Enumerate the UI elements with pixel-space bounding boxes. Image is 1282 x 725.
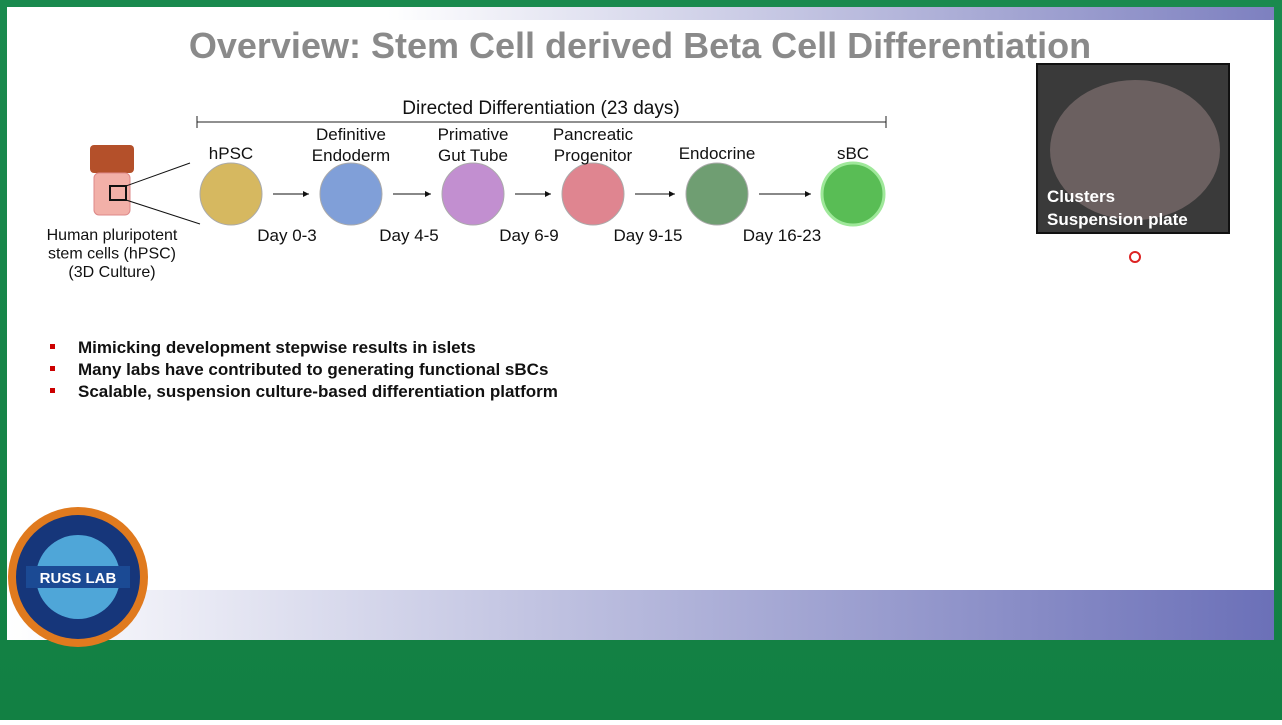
stage-cell <box>561 162 625 226</box>
stage-cell <box>199 162 263 226</box>
bottom-band <box>7 590 1274 640</box>
day-label: Day 16-23 <box>743 226 821 245</box>
stage-label: Endoderm <box>312 146 390 165</box>
flask-icon <box>90 145 201 225</box>
top-band <box>7 7 1274 20</box>
photo-plate <box>1050 80 1220 220</box>
bullet-text: Scalable, suspension culture-based diffe… <box>78 382 558 401</box>
stage-label: Pancreatic <box>553 125 634 144</box>
stage-label: Progenitor <box>554 146 633 165</box>
timeline-label: Directed Differentiation (23 days) <box>402 98 679 119</box>
stage-cell <box>441 162 505 226</box>
bullet-marker <box>50 344 55 349</box>
source-label: (3D Culture) <box>68 264 155 281</box>
stage-cell <box>319 162 383 226</box>
stage-label: Definitive <box>316 125 386 144</box>
bullet-text: Many labs have contributed to generating… <box>78 360 548 379</box>
bullet-text: Mimicking development stepwise results i… <box>78 338 476 357</box>
stage-label: Endocrine <box>679 144 756 163</box>
stage-label: sBC <box>837 144 869 163</box>
stage-label: Gut Tube <box>438 146 508 165</box>
day-label: Day 6-9 <box>499 226 559 245</box>
stage-label: Primative <box>438 125 509 144</box>
cursor <box>1129 251 1141 263</box>
photo-caption: Suspension plate <box>1047 210 1188 229</box>
photo-caption: Clusters <box>1047 187 1115 206</box>
bullet-marker <box>50 388 55 393</box>
logo-text: RUSS LAB <box>40 570 117 587</box>
arrow-head <box>303 191 309 197</box>
day-label: Day 0-3 <box>257 226 317 245</box>
stage-cell <box>685 162 749 226</box>
arrow-head <box>545 191 551 197</box>
stage-cell <box>820 161 886 227</box>
arrow-head <box>669 191 675 197</box>
day-label: Day 9-15 <box>614 226 683 245</box>
logo-banner <box>26 566 130 588</box>
bullet-marker <box>50 366 55 371</box>
day-label: Day 4-5 <box>379 226 439 245</box>
source-label: stem cells (hPSC) <box>48 246 176 263</box>
source-label: Human pluripotent <box>47 227 178 244</box>
stage-label: hPSC <box>209 144 253 163</box>
arrow-head <box>425 191 431 197</box>
arrow-head <box>805 191 811 197</box>
slide-title: Overview: Stem Cell derived Beta Cell Di… <box>189 25 1091 66</box>
